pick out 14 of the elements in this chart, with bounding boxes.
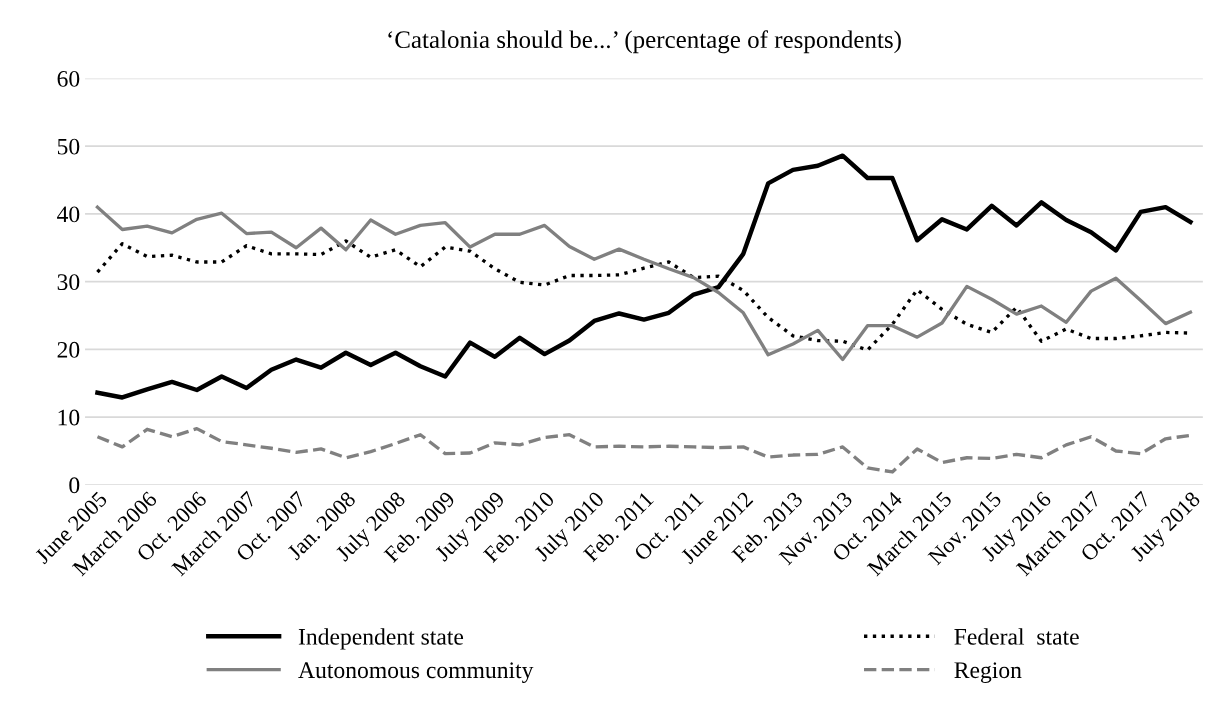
y-tick-label: 30 <box>57 274 80 291</box>
legend-label: Autonomous community <box>298 662 534 683</box>
y-tick-label: 60 <box>57 70 80 87</box>
y-tick-label: 10 <box>58 409 80 426</box>
y-tick-label: 20 <box>57 341 80 358</box>
y-tick-label: 50 <box>57 138 80 155</box>
legend-label: Independent state <box>298 628 464 650</box>
line-series <box>95 153 1193 400</box>
legend-label: Federal state <box>954 628 1079 645</box>
legend-label: Region <box>954 662 1022 683</box>
y-tick-label: 0 <box>69 477 80 494</box>
y-tick-label: 40 <box>57 206 80 223</box>
line-series <box>95 205 1193 362</box>
chart-title: ‘Catalonia should be...’ (percentage of respondents) <box>388 30 901 54</box>
